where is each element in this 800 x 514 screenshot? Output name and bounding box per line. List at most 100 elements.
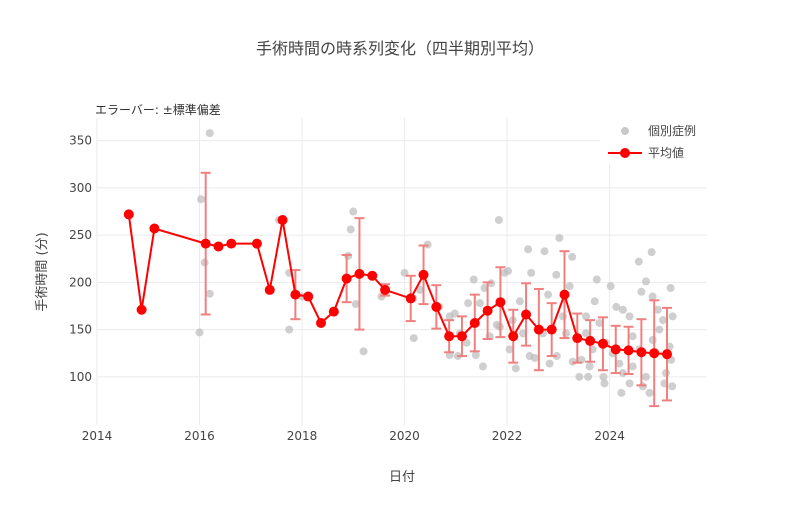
case-point (625, 312, 634, 321)
y-tick-labels: 100 150 200 250 300 350 (69, 134, 92, 384)
case-point (642, 372, 650, 381)
case-point (205, 289, 214, 298)
case-point (469, 275, 478, 284)
case-point (464, 299, 473, 308)
case-point (471, 351, 480, 360)
case-point (200, 258, 209, 267)
case-point (658, 316, 667, 325)
chart-title: 手術時間の時系列変化（四半期別平均） (256, 39, 544, 58)
case-point (625, 379, 634, 388)
mean-point (367, 270, 378, 281)
case-point (565, 282, 574, 291)
case-point (661, 369, 670, 378)
case-point (584, 372, 593, 381)
case-point (415, 285, 424, 294)
mean-point (482, 305, 493, 316)
case-point (592, 275, 601, 284)
mean-point (456, 331, 467, 342)
x-tick-label: 2020 (389, 429, 420, 443)
case-point (558, 312, 567, 321)
case-point (600, 379, 609, 388)
mean-point (251, 238, 262, 249)
case-point (606, 282, 615, 291)
case-point (285, 325, 294, 334)
legend[interactable]: 個別症例 平均値 (600, 118, 710, 164)
case-point (544, 290, 553, 299)
case-point (655, 325, 664, 334)
mean-point (226, 238, 237, 249)
case-point (595, 318, 604, 327)
case-point (568, 252, 577, 261)
mean-point (649, 348, 660, 359)
mean-point (303, 291, 314, 302)
mean-point (623, 345, 634, 356)
x-tick-label: 2022 (492, 429, 523, 443)
case-point (637, 287, 646, 296)
case-point (351, 300, 360, 309)
mean-point (431, 301, 442, 312)
mean-point (354, 268, 365, 279)
mean-point (444, 331, 455, 342)
y-tick-label: 250 (69, 228, 92, 242)
case-point (648, 335, 657, 344)
case-point (505, 345, 514, 354)
mean-point (418, 269, 429, 280)
case-point (585, 362, 594, 371)
mean-point (264, 284, 275, 295)
case-point (346, 225, 355, 234)
case-point (552, 270, 561, 279)
mean-point (521, 309, 532, 320)
case-point (475, 299, 484, 308)
case-point (552, 352, 561, 361)
legend-label-cases: 個別症例 (648, 123, 696, 138)
case-point (562, 329, 571, 338)
y-tick-label: 150 (69, 323, 92, 337)
case-point (618, 305, 627, 314)
mean-point (636, 347, 647, 358)
case-point (668, 312, 677, 321)
x-axis-label: 日付 (389, 470, 415, 485)
case-point (515, 297, 524, 306)
case-point (527, 268, 536, 277)
case-point (590, 297, 599, 306)
case-point (634, 257, 643, 266)
y-tick-label: 100 (69, 370, 92, 384)
case-point (540, 247, 549, 256)
mean-point (469, 317, 480, 328)
case-point (462, 338, 471, 347)
case-point (197, 195, 206, 204)
case-point (642, 277, 650, 286)
case-point (599, 372, 608, 381)
legend-item-cases[interactable]: 個別症例 (621, 123, 696, 138)
x-tick-label: 2016 (184, 429, 215, 443)
mean-point (149, 223, 160, 234)
case-point (518, 329, 527, 338)
case-point (648, 292, 657, 301)
mean-point (546, 324, 557, 335)
case-point (504, 267, 513, 276)
legend-item-mean[interactable]: 平均値 (608, 145, 684, 160)
case-point (359, 347, 368, 356)
mean-point (662, 349, 673, 360)
mean-point (495, 297, 506, 308)
mean-point (136, 304, 147, 315)
mean-point (585, 335, 596, 346)
case-point (668, 382, 677, 391)
x-tick-labels: 2014 2016 2018 2020 2022 2024 (82, 429, 625, 443)
case-point (494, 216, 503, 225)
case-point (618, 369, 627, 378)
case-point (205, 129, 214, 138)
x-tick-label: 2014 (82, 429, 113, 443)
x-tick-label: 2018 (287, 429, 318, 443)
case-point (195, 328, 204, 337)
case-point (480, 284, 489, 293)
case-point (511, 364, 520, 373)
case-points (195, 129, 677, 397)
case-point (617, 388, 626, 397)
case-point (545, 359, 554, 368)
y-tick-label: 200 (69, 275, 92, 289)
y-axis-label: 手術時間 (分) (35, 232, 50, 311)
case-point (555, 233, 564, 242)
case-point (349, 207, 358, 216)
